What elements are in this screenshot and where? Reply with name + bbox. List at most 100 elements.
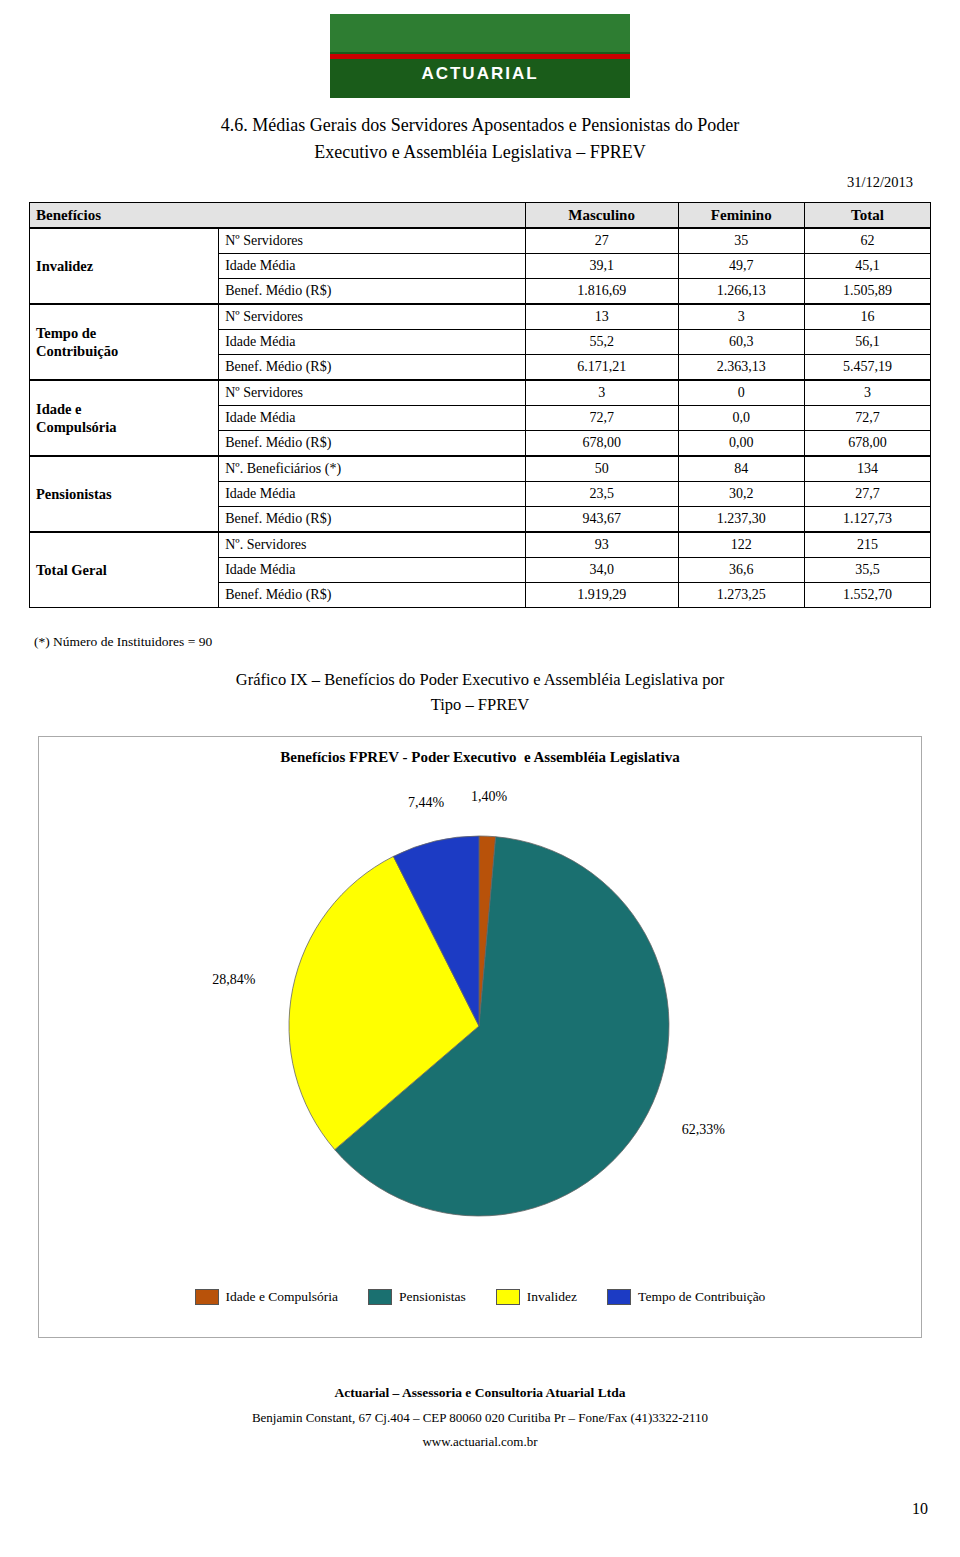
row-label: Benef. Médio (R$) xyxy=(219,355,525,381)
group-label: Idade e Compulsória xyxy=(30,380,219,456)
date-label: 31/12/2013 xyxy=(29,174,913,191)
table-cell: 1.919,29 xyxy=(525,583,678,608)
row-label: Idade Média xyxy=(219,558,525,583)
pie-slice xyxy=(393,836,479,1026)
table-cell: 1.237,30 xyxy=(678,507,804,533)
row-label: Idade Média xyxy=(219,406,525,431)
group-label: Pensionistas xyxy=(30,456,219,532)
legend-item: Pensionistas xyxy=(368,1289,466,1305)
table-cell: 678,00 xyxy=(804,431,930,457)
row-label: Idade Média xyxy=(219,482,525,507)
column-header: Feminino xyxy=(678,203,804,229)
slice-labels: 1,40% 62,33% 28,84% 7,44% xyxy=(212,789,725,1136)
table-row: Benef. Médio (R$)678,000,00678,00 xyxy=(30,431,931,457)
table-cell: 5.457,19 xyxy=(804,355,930,381)
row-label: Nº. Beneficiários (*) xyxy=(219,456,525,482)
table-cell: 84 xyxy=(678,456,804,482)
legend-item: Tempo de Contribuição xyxy=(607,1289,765,1305)
table-cell: 50 xyxy=(525,456,678,482)
chart-subtitle: Benefícios FPREV - Poder Executivo e Ass… xyxy=(39,749,921,766)
logo: ACTUARIAL xyxy=(330,14,630,98)
logo-text: ACTUARIAL xyxy=(330,64,630,84)
legend-item: Invalidez xyxy=(496,1289,577,1305)
table: BenefíciosMasculinoFemininoTotalInvalide… xyxy=(29,202,931,608)
legend: Idade e Compulsória Pensionistas Invalidez… xyxy=(39,1289,921,1305)
legend-label: Invalidez xyxy=(527,1289,577,1305)
table-row: Idade Média39,149,745,1 xyxy=(30,254,931,279)
column-header: Masculino xyxy=(525,203,678,229)
table-cell: 1.266,13 xyxy=(678,279,804,305)
legend-item: Idade e Compulsória xyxy=(195,1289,338,1305)
column-header: Total xyxy=(804,203,930,229)
row-label: Nº Servidores xyxy=(219,380,525,406)
table-cell: 35 xyxy=(678,228,804,254)
footnote: (*) Número de Instituidores = 90 xyxy=(34,634,212,650)
table-row: Idade e CompulsóriaNº Servidores303 xyxy=(30,380,931,406)
slice-label: 62,33% xyxy=(682,1122,726,1137)
table-cell: 60,3 xyxy=(678,330,804,355)
group-label: Total Geral xyxy=(30,532,219,608)
legend-label: Idade e Compulsória xyxy=(226,1289,338,1305)
table-cell: 34,0 xyxy=(525,558,678,583)
table-row: Benef. Médio (R$)1.919,291.273,251.552,7… xyxy=(30,583,931,608)
table-row: Benef. Médio (R$)943,671.237,301.127,73 xyxy=(30,507,931,533)
header-row: BenefíciosMasculinoFemininoTotal xyxy=(30,203,931,229)
table-row: PensionistasNº. Beneficiários (*)5084134 xyxy=(30,456,931,482)
table-cell: 39,1 xyxy=(525,254,678,279)
footer-line: www.actuarial.com.br xyxy=(29,1430,931,1455)
table-wrap: BenefíciosMasculinoFemininoTotalInvalide… xyxy=(29,202,931,608)
row-label: Benef. Médio (R$) xyxy=(219,507,525,533)
table-cell: 0,00 xyxy=(678,431,804,457)
slice-label: 1,40% xyxy=(471,789,508,804)
section-title: 4.6. Médias Gerais dos Servidores Aposen… xyxy=(29,112,931,166)
row-label: Benef. Médio (R$) xyxy=(219,431,525,457)
table-cell: 16 xyxy=(804,304,930,330)
column-header: Benefícios xyxy=(30,203,526,229)
footer: Actuarial – Assessoria e Consultoria Atu… xyxy=(29,1380,931,1455)
table-cell: 27,7 xyxy=(804,482,930,507)
row-label: Idade Média xyxy=(219,254,525,279)
row-label: Nº Servidores xyxy=(219,304,525,330)
table-cell: 122 xyxy=(678,532,804,558)
table-cell: 1.127,73 xyxy=(804,507,930,533)
table-head: BenefíciosMasculinoFemininoTotal xyxy=(30,203,931,229)
table-cell: 30,2 xyxy=(678,482,804,507)
slices xyxy=(289,836,669,1216)
table-row: Benef. Médio (R$)1.816,691.266,131.505,8… xyxy=(30,279,931,305)
table-cell: 134 xyxy=(804,456,930,482)
table-cell: 35,5 xyxy=(804,558,930,583)
row-label: Nº Servidores xyxy=(219,228,525,254)
legend-swatch xyxy=(496,1289,520,1305)
table-cell: 55,2 xyxy=(525,330,678,355)
table-row: Idade Média34,036,635,5 xyxy=(30,558,931,583)
legend-swatch xyxy=(368,1289,392,1305)
table-cell: 13 xyxy=(525,304,678,330)
table-cell: 3 xyxy=(804,380,930,406)
row-label: Benef. Médio (R$) xyxy=(219,279,525,305)
table-cell: 72,7 xyxy=(525,406,678,431)
table-cell: 2.363,13 xyxy=(678,355,804,381)
table-cell: 0,0 xyxy=(678,406,804,431)
table-row: Tempo de ContribuiçãoNº Servidores13316 xyxy=(30,304,931,330)
table-cell: 0 xyxy=(678,380,804,406)
logo-band xyxy=(330,14,630,52)
slice-label: 7,44% xyxy=(408,795,445,810)
table-row: InvalidezNº Servidores273562 xyxy=(30,228,931,254)
table-cell: 45,1 xyxy=(804,254,930,279)
table-cell: 678,00 xyxy=(525,431,678,457)
table-cell: 27 xyxy=(525,228,678,254)
table-cell: 3 xyxy=(678,304,804,330)
table-row: Idade Média23,530,227,7 xyxy=(30,482,931,507)
page-number: 10 xyxy=(912,1500,928,1518)
table-body: InvalidezNº Servidores273562Idade Média3… xyxy=(30,228,931,608)
table-cell: 943,67 xyxy=(525,507,678,533)
table-cell: 6.171,21 xyxy=(525,355,678,381)
table-cell: 49,7 xyxy=(678,254,804,279)
legend-label: Pensionistas xyxy=(399,1289,466,1305)
group-label: Tempo de Contribuição xyxy=(30,304,219,380)
slice-label: 28,84% xyxy=(212,972,256,987)
table-cell: 56,1 xyxy=(804,330,930,355)
row-label: Idade Média xyxy=(219,330,525,355)
table-cell: 72,7 xyxy=(804,406,930,431)
pie-chart: 1,40% 62,33% 28,84% 7,44% xyxy=(39,781,919,1271)
